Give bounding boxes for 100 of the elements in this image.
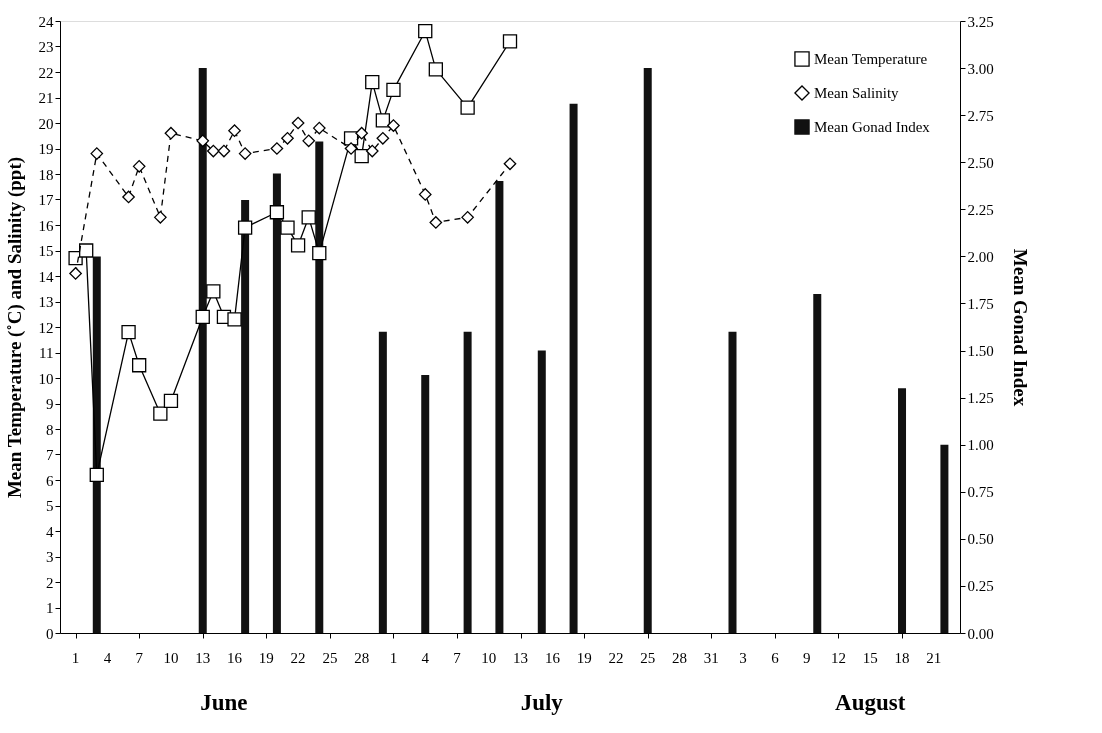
- bar: [198, 68, 207, 633]
- point: [206, 284, 221, 299]
- y-tick-label: 9: [46, 396, 54, 412]
- point: [132, 358, 147, 373]
- point: [132, 160, 146, 173]
- bar: [92, 256, 101, 633]
- point: [502, 34, 518, 49]
- bar: [463, 331, 472, 633]
- point: [163, 393, 179, 409]
- point: [79, 243, 94, 258]
- x-tick-label: 13: [513, 650, 529, 666]
- point: [122, 190, 135, 204]
- point: [344, 142, 358, 155]
- x-tick-label: 3: [739, 650, 747, 666]
- x-tick-label: 25: [322, 650, 338, 666]
- x-tick-label: 25: [640, 650, 656, 666]
- x-tick-label: 12: [830, 650, 846, 666]
- y2-tick-label: 2.25: [967, 201, 994, 218]
- y2-axis-title: Mean Gonad Index: [1009, 248, 1031, 407]
- bar: [315, 141, 324, 633]
- point: [365, 144, 379, 158]
- text: August: [835, 690, 906, 715]
- point: [217, 144, 231, 158]
- point: [387, 119, 400, 132]
- bar: [241, 199, 250, 633]
- bar: [569, 103, 578, 633]
- y-tick-label: 24: [38, 13, 54, 30]
- bar: [495, 181, 504, 633]
- y-tick-label: 3: [46, 549, 54, 565]
- y-tick-label: 13: [38, 294, 54, 310]
- point: [196, 134, 210, 148]
- legend-label: Mean Gonad Index: [814, 119, 931, 135]
- y-tick-label: 15: [38, 243, 54, 259]
- x-tick-label: 21: [926, 650, 942, 666]
- x-tick-label: 10: [481, 650, 497, 666]
- y-axis-title: Mean Temperature (˚C) and Salinity (ppt): [3, 156, 26, 499]
- y2-tick-label: 1.75: [967, 295, 994, 312]
- legend-label: Mean Temperature: [814, 51, 928, 67]
- point: [195, 309, 210, 324]
- point: [164, 126, 178, 140]
- x-tick-label: 4: [103, 650, 112, 666]
- point: [301, 210, 316, 225]
- bar: [421, 375, 430, 633]
- point: [154, 211, 167, 224]
- point: [291, 116, 305, 130]
- point: [312, 245, 327, 261]
- x-tick-label: 31: [703, 650, 719, 666]
- y-tick-label: 23: [38, 39, 54, 55]
- x-tick-label: 13: [195, 650, 211, 666]
- bar: [728, 331, 737, 633]
- x-tick-label: 28: [354, 650, 370, 666]
- x-tick-label: 16: [544, 650, 561, 666]
- point: [121, 324, 136, 340]
- x-tick-label: 15: [862, 650, 878, 666]
- legend-label: Mean Salinity: [814, 85, 900, 101]
- y2-tick-label: 2.00: [967, 248, 994, 265]
- y2-tick-label: 1.00: [967, 437, 994, 454]
- y2-tick-label: 2.75: [967, 107, 994, 124]
- point: [153, 406, 168, 421]
- x-tick-label: 7: [453, 650, 462, 666]
- bar: [898, 388, 907, 633]
- point: [90, 147, 104, 160]
- text: June: [200, 690, 248, 715]
- x-tick-label: 1: [71, 650, 80, 666]
- y2-tick-label: 3.25: [967, 13, 994, 30]
- x-tick-label: 10: [163, 650, 179, 666]
- point: [429, 216, 443, 229]
- x-tick-label: 16: [227, 650, 243, 666]
- bar: [940, 444, 949, 633]
- bar: [272, 173, 281, 633]
- y2-tick-label: 0.75: [967, 484, 994, 501]
- bar: [537, 350, 546, 633]
- y2-tick-label: 3.00: [967, 60, 994, 77]
- point: [418, 24, 433, 39]
- text: July: [520, 690, 564, 715]
- point: [280, 220, 295, 235]
- y-tick-label: 17: [38, 192, 54, 208]
- y-tick-label: 11: [39, 345, 54, 361]
- point: [281, 131, 294, 145]
- bar: [378, 331, 387, 633]
- point: [355, 126, 369, 140]
- y2-tick-label: 0.25: [967, 578, 994, 595]
- point: [461, 211, 474, 224]
- y-tick-label: 18: [38, 166, 54, 183]
- point: [69, 267, 82, 280]
- y-tick-label: 20: [38, 115, 54, 132]
- x-tick-label: 9: [802, 650, 811, 666]
- bar: [643, 68, 652, 633]
- point: [376, 131, 390, 145]
- y-tick-label: 0: [46, 625, 54, 642]
- point: [428, 62, 443, 77]
- y2-tick-label: 1.25: [967, 390, 994, 407]
- x-tick-label: 6: [771, 650, 780, 666]
- x-tick-label: 1: [389, 650, 398, 666]
- y-tick-label: 1: [46, 600, 54, 616]
- y-tick-label: 8: [46, 421, 54, 438]
- x-tick-label: 22: [290, 650, 306, 666]
- y-tick-label: 21: [38, 90, 54, 106]
- x-tick-label: 22: [608, 650, 624, 666]
- y2-tick-label: 0.00: [967, 625, 994, 642]
